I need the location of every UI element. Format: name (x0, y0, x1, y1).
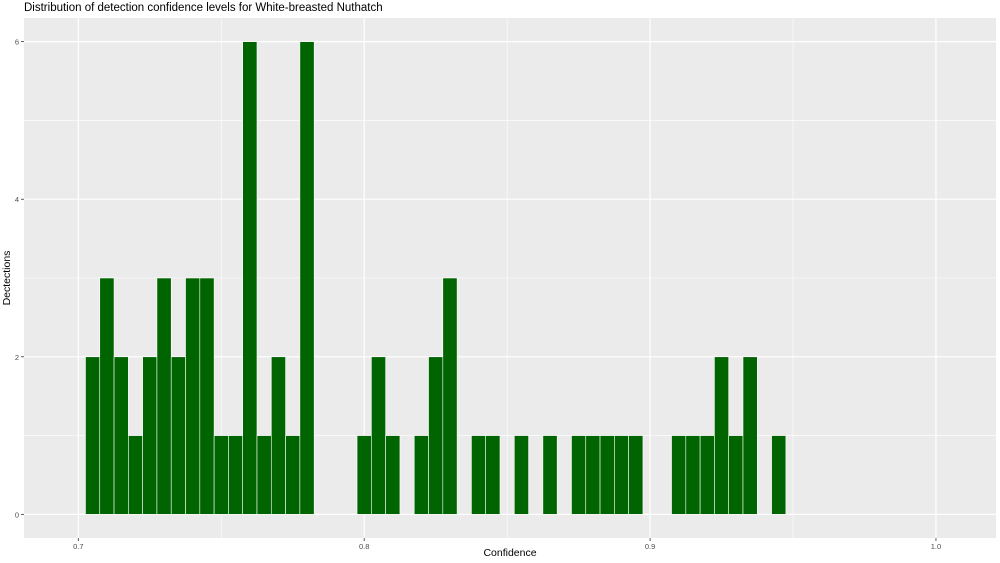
histogram-bar (256, 435, 272, 515)
x-axis: 0.7 0.8 0.9 1.0 (73, 538, 941, 551)
histogram-bar (242, 41, 258, 515)
histogram-bar (671, 435, 687, 515)
histogram-bar (270, 356, 286, 515)
x-axis-label: Confidence (483, 547, 536, 559)
histogram-bar (599, 435, 615, 515)
histogram-bar (371, 356, 386, 515)
x-tick-label: 0.9 (645, 542, 655, 551)
histogram-bar (413, 435, 429, 515)
histogram-bar (771, 435, 787, 515)
histogram-bar (213, 435, 229, 515)
histogram-bar (628, 435, 644, 515)
histogram-bar (356, 435, 372, 515)
y-axis-label: Dectections (1, 251, 13, 306)
bars (85, 41, 787, 515)
histogram-bar (85, 356, 101, 515)
histogram-bar (542, 435, 558, 515)
x-tick-label: 0.7 (73, 542, 83, 551)
histogram-bar (385, 435, 401, 515)
histogram-bar (742, 356, 758, 515)
y-tick-label: 2 (15, 353, 19, 362)
histogram-bar (585, 435, 601, 515)
histogram-bar (728, 435, 744, 515)
x-tick-label: 0.8 (359, 542, 369, 551)
x-tick-label: 1.0 (931, 542, 941, 551)
histogram-bar (299, 41, 315, 515)
histogram-bar (142, 356, 158, 515)
y-axis: 0 2 4 6 (15, 38, 24, 519)
histogram-bar (428, 356, 444, 515)
y-tick-label: 0 (15, 510, 19, 519)
chart-title: Distribution of detection confidence lev… (24, 2, 383, 14)
histogram-bar (471, 435, 487, 515)
histogram-bar (685, 435, 701, 515)
histogram-bar (128, 435, 143, 515)
histogram-bar (513, 435, 529, 515)
histogram-bar (285, 435, 301, 515)
histogram-bar (485, 435, 501, 515)
histogram-bar (113, 356, 129, 515)
histogram-bar (199, 277, 215, 515)
y-tick-label: 6 (15, 38, 19, 47)
histogram-bar (714, 356, 730, 515)
y-tick-label: 4 (15, 195, 19, 204)
histogram-bar (699, 435, 715, 515)
histogram-bar (571, 435, 587, 515)
histogram-bar (156, 277, 172, 515)
histogram-bar (228, 435, 244, 515)
histogram-bar (614, 435, 629, 515)
histogram-bar (170, 356, 186, 515)
histogram-bar (442, 277, 458, 515)
histogram-bar (185, 277, 201, 515)
histogram-bar (99, 277, 115, 515)
